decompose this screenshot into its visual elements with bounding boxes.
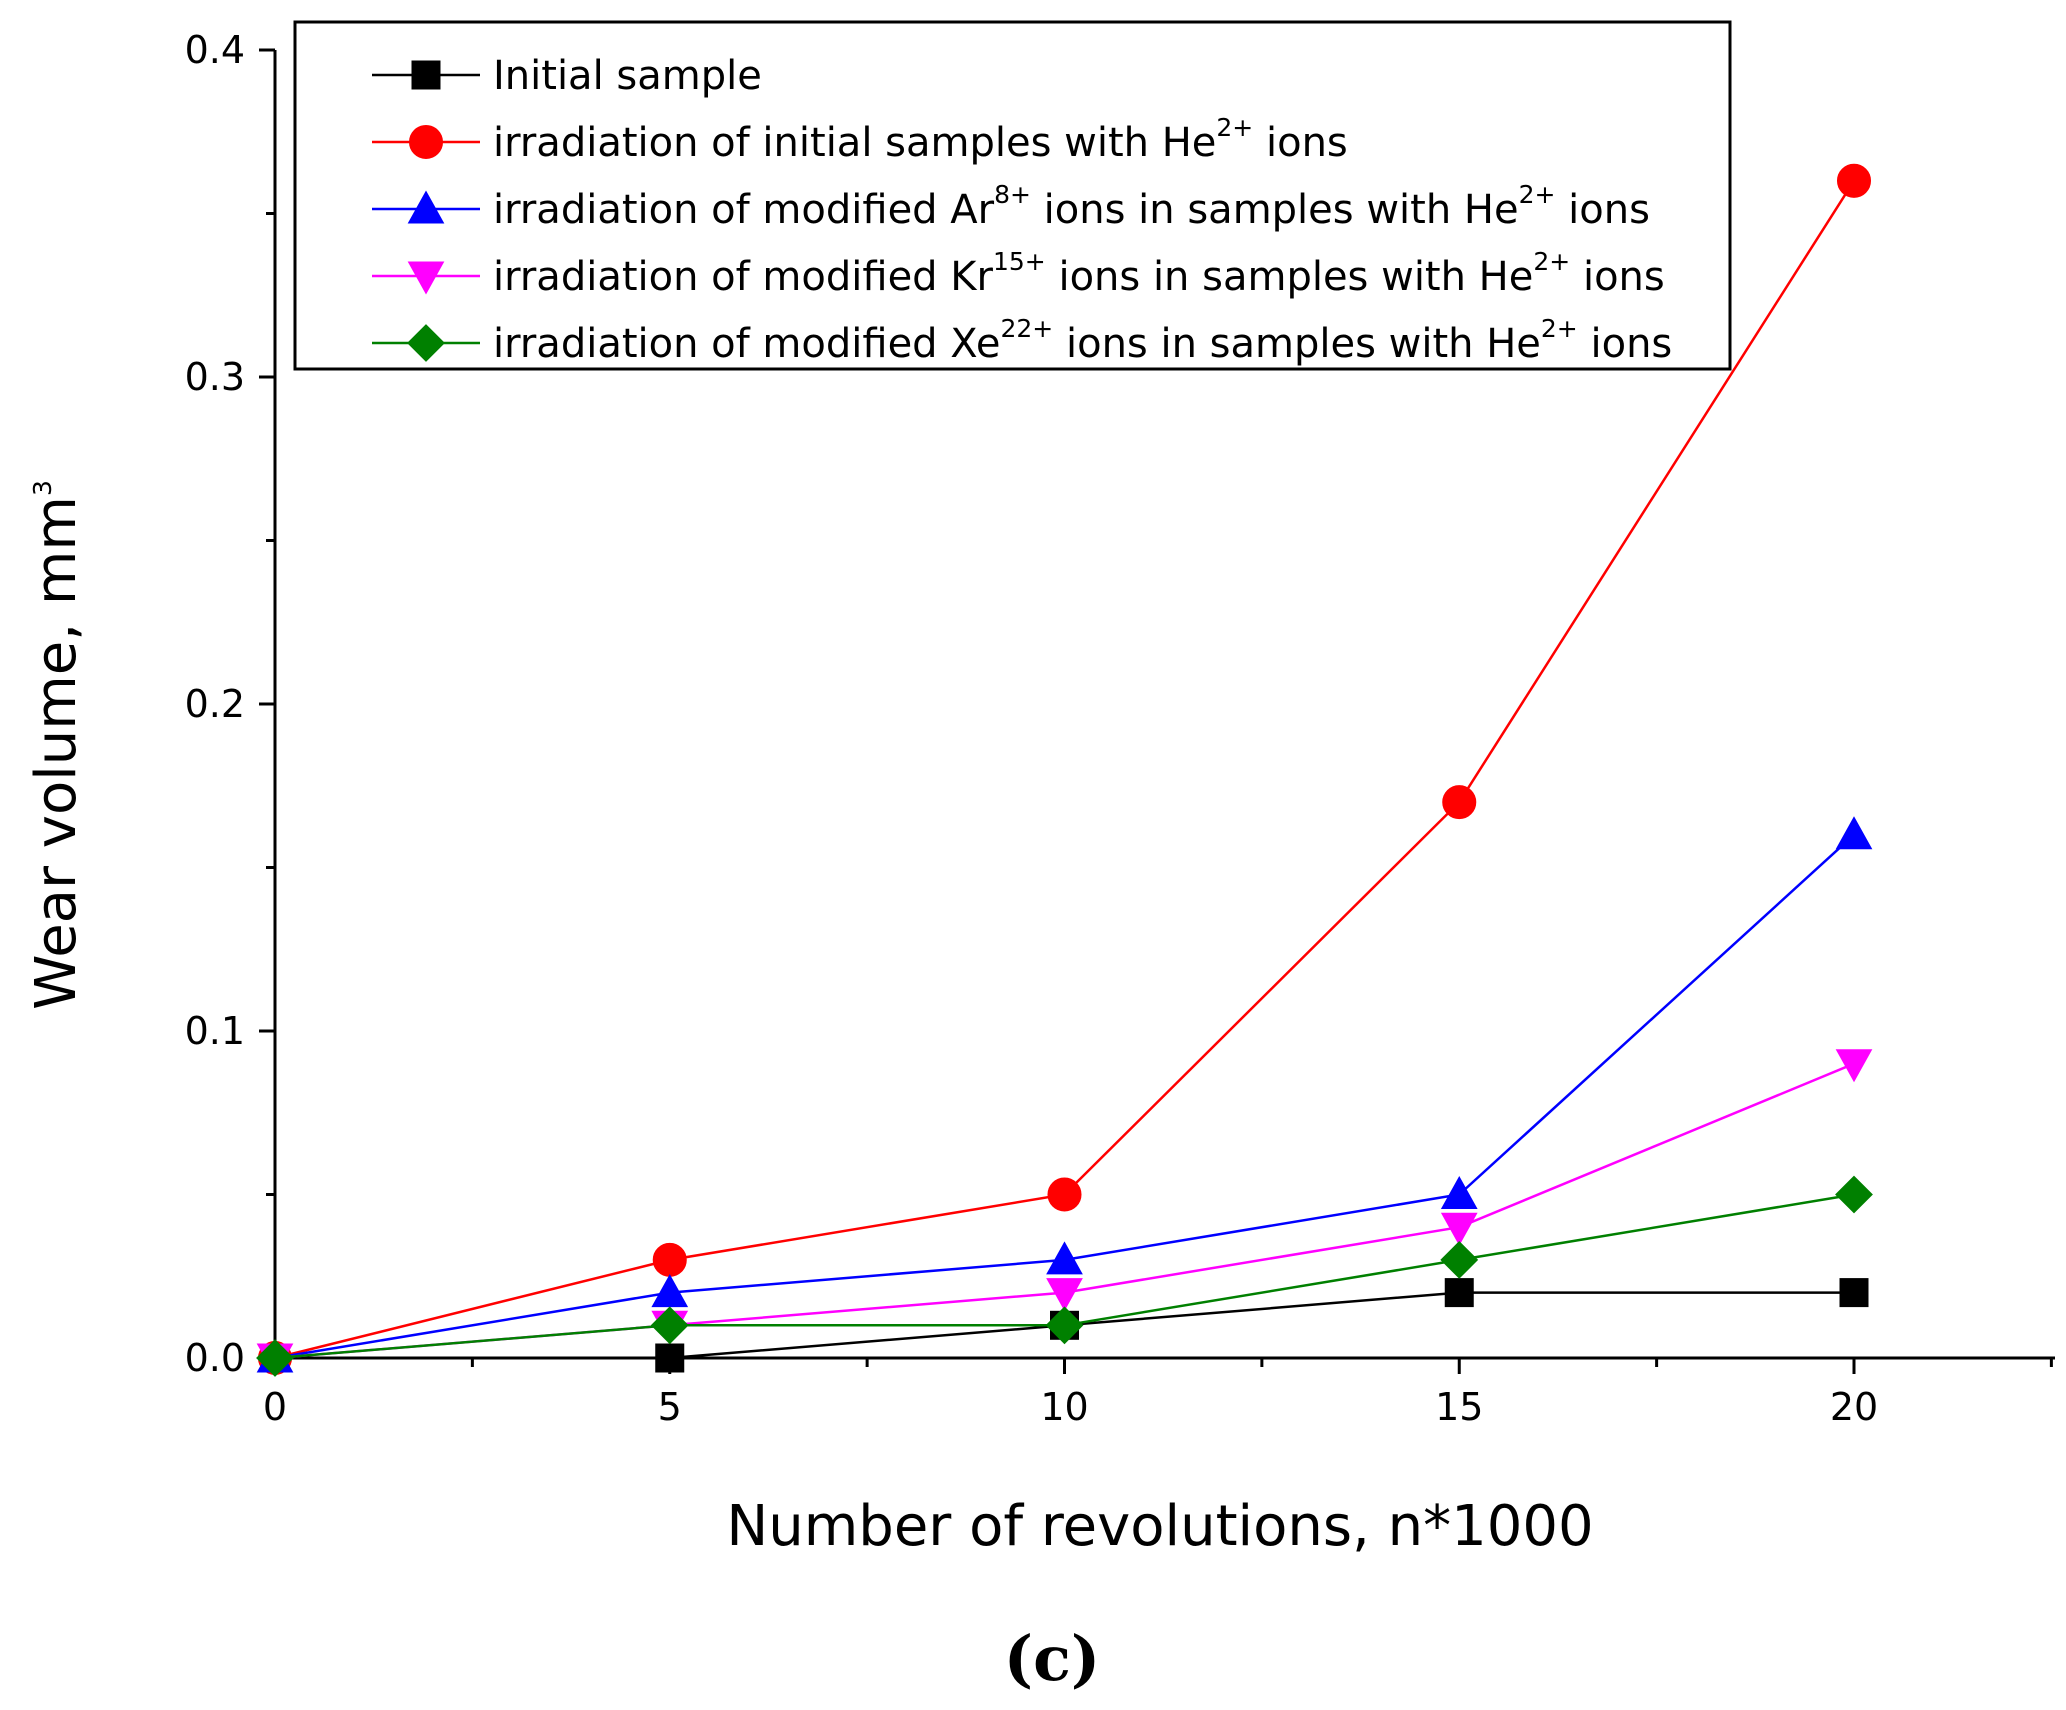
triangle-down-marker [1046,1278,1083,1312]
y-tick-label: 0.0 [185,1336,245,1380]
diamond-marker [1045,1306,1084,1345]
legend-item: irradiation of modified Ar8+ ions in sam… [372,180,1650,233]
square-marker [1839,1278,1869,1308]
legend-label: irradiation of modified Ar8+ ions in sam… [493,180,1650,233]
y-tick-label: 0.1 [185,1009,245,1053]
y-tick-label: 0.3 [185,355,245,399]
triangle-up-marker [1835,816,1873,850]
legend-item: Initial sample [372,53,762,99]
x-tick-label: 15 [1435,1385,1483,1429]
triangle-up-marker [1440,1175,1478,1209]
triangle-up-marker [1046,1241,1083,1275]
square-marker [411,60,441,90]
circle-marker [1047,1177,1082,1212]
series-layer [256,163,1873,1377]
panel-label: (c) [1004,1622,1100,1695]
triangle-down-marker [1835,1049,1873,1083]
legend: Initial sample irradiation of initial sam… [293,20,1732,371]
x-axis-title: Number of revolutions, n*1000 [726,1494,1593,1559]
circle-marker [652,1242,687,1277]
square-marker [1444,1278,1474,1308]
y-tick-label: 0.4 [185,28,245,72]
y-tick-label: 0.2 [185,682,245,726]
legend-label: irradiation of modified Kr15+ ions in sa… [493,247,1665,300]
legend-box [293,20,1732,371]
triangle-down-marker [1440,1212,1478,1246]
legend-label: irradiation of modified Xe22+ ions in sa… [493,314,1672,367]
x-tick-label: 5 [658,1385,682,1429]
diamond-marker [407,324,445,362]
circle-marker [408,124,444,160]
triangle-up-marker [407,190,445,224]
legend-label: Initial sample [493,53,762,99]
circle-marker [1442,785,1477,820]
square-marker [655,1343,685,1373]
triangle-down-marker [407,261,445,295]
legend-item: irradiation of modified Kr15+ ions in sa… [372,247,1665,300]
series-circle [257,163,1872,1376]
series-diamond [256,1175,1873,1377]
y-axis-title: Wear volume, mm3 [24,480,89,1010]
legend-item: irradiation of initial samples with He2+… [372,113,1348,166]
diamond-marker [650,1306,689,1345]
diamond-marker [1835,1175,1873,1214]
series-triangle-up [256,816,1873,1373]
legend-item: irradiation of modified Xe22+ ions in sa… [372,314,1672,367]
diamond-marker [1440,1240,1479,1279]
x-tick-label: 20 [1830,1385,1878,1429]
diamond-marker [256,1339,294,1377]
circle-marker [1836,163,1872,198]
legend-label: irradiation of initial samples with He2+… [493,113,1348,166]
x-tick-label: 10 [1040,1385,1088,1429]
x-tick-label: 0 [263,1385,287,1429]
